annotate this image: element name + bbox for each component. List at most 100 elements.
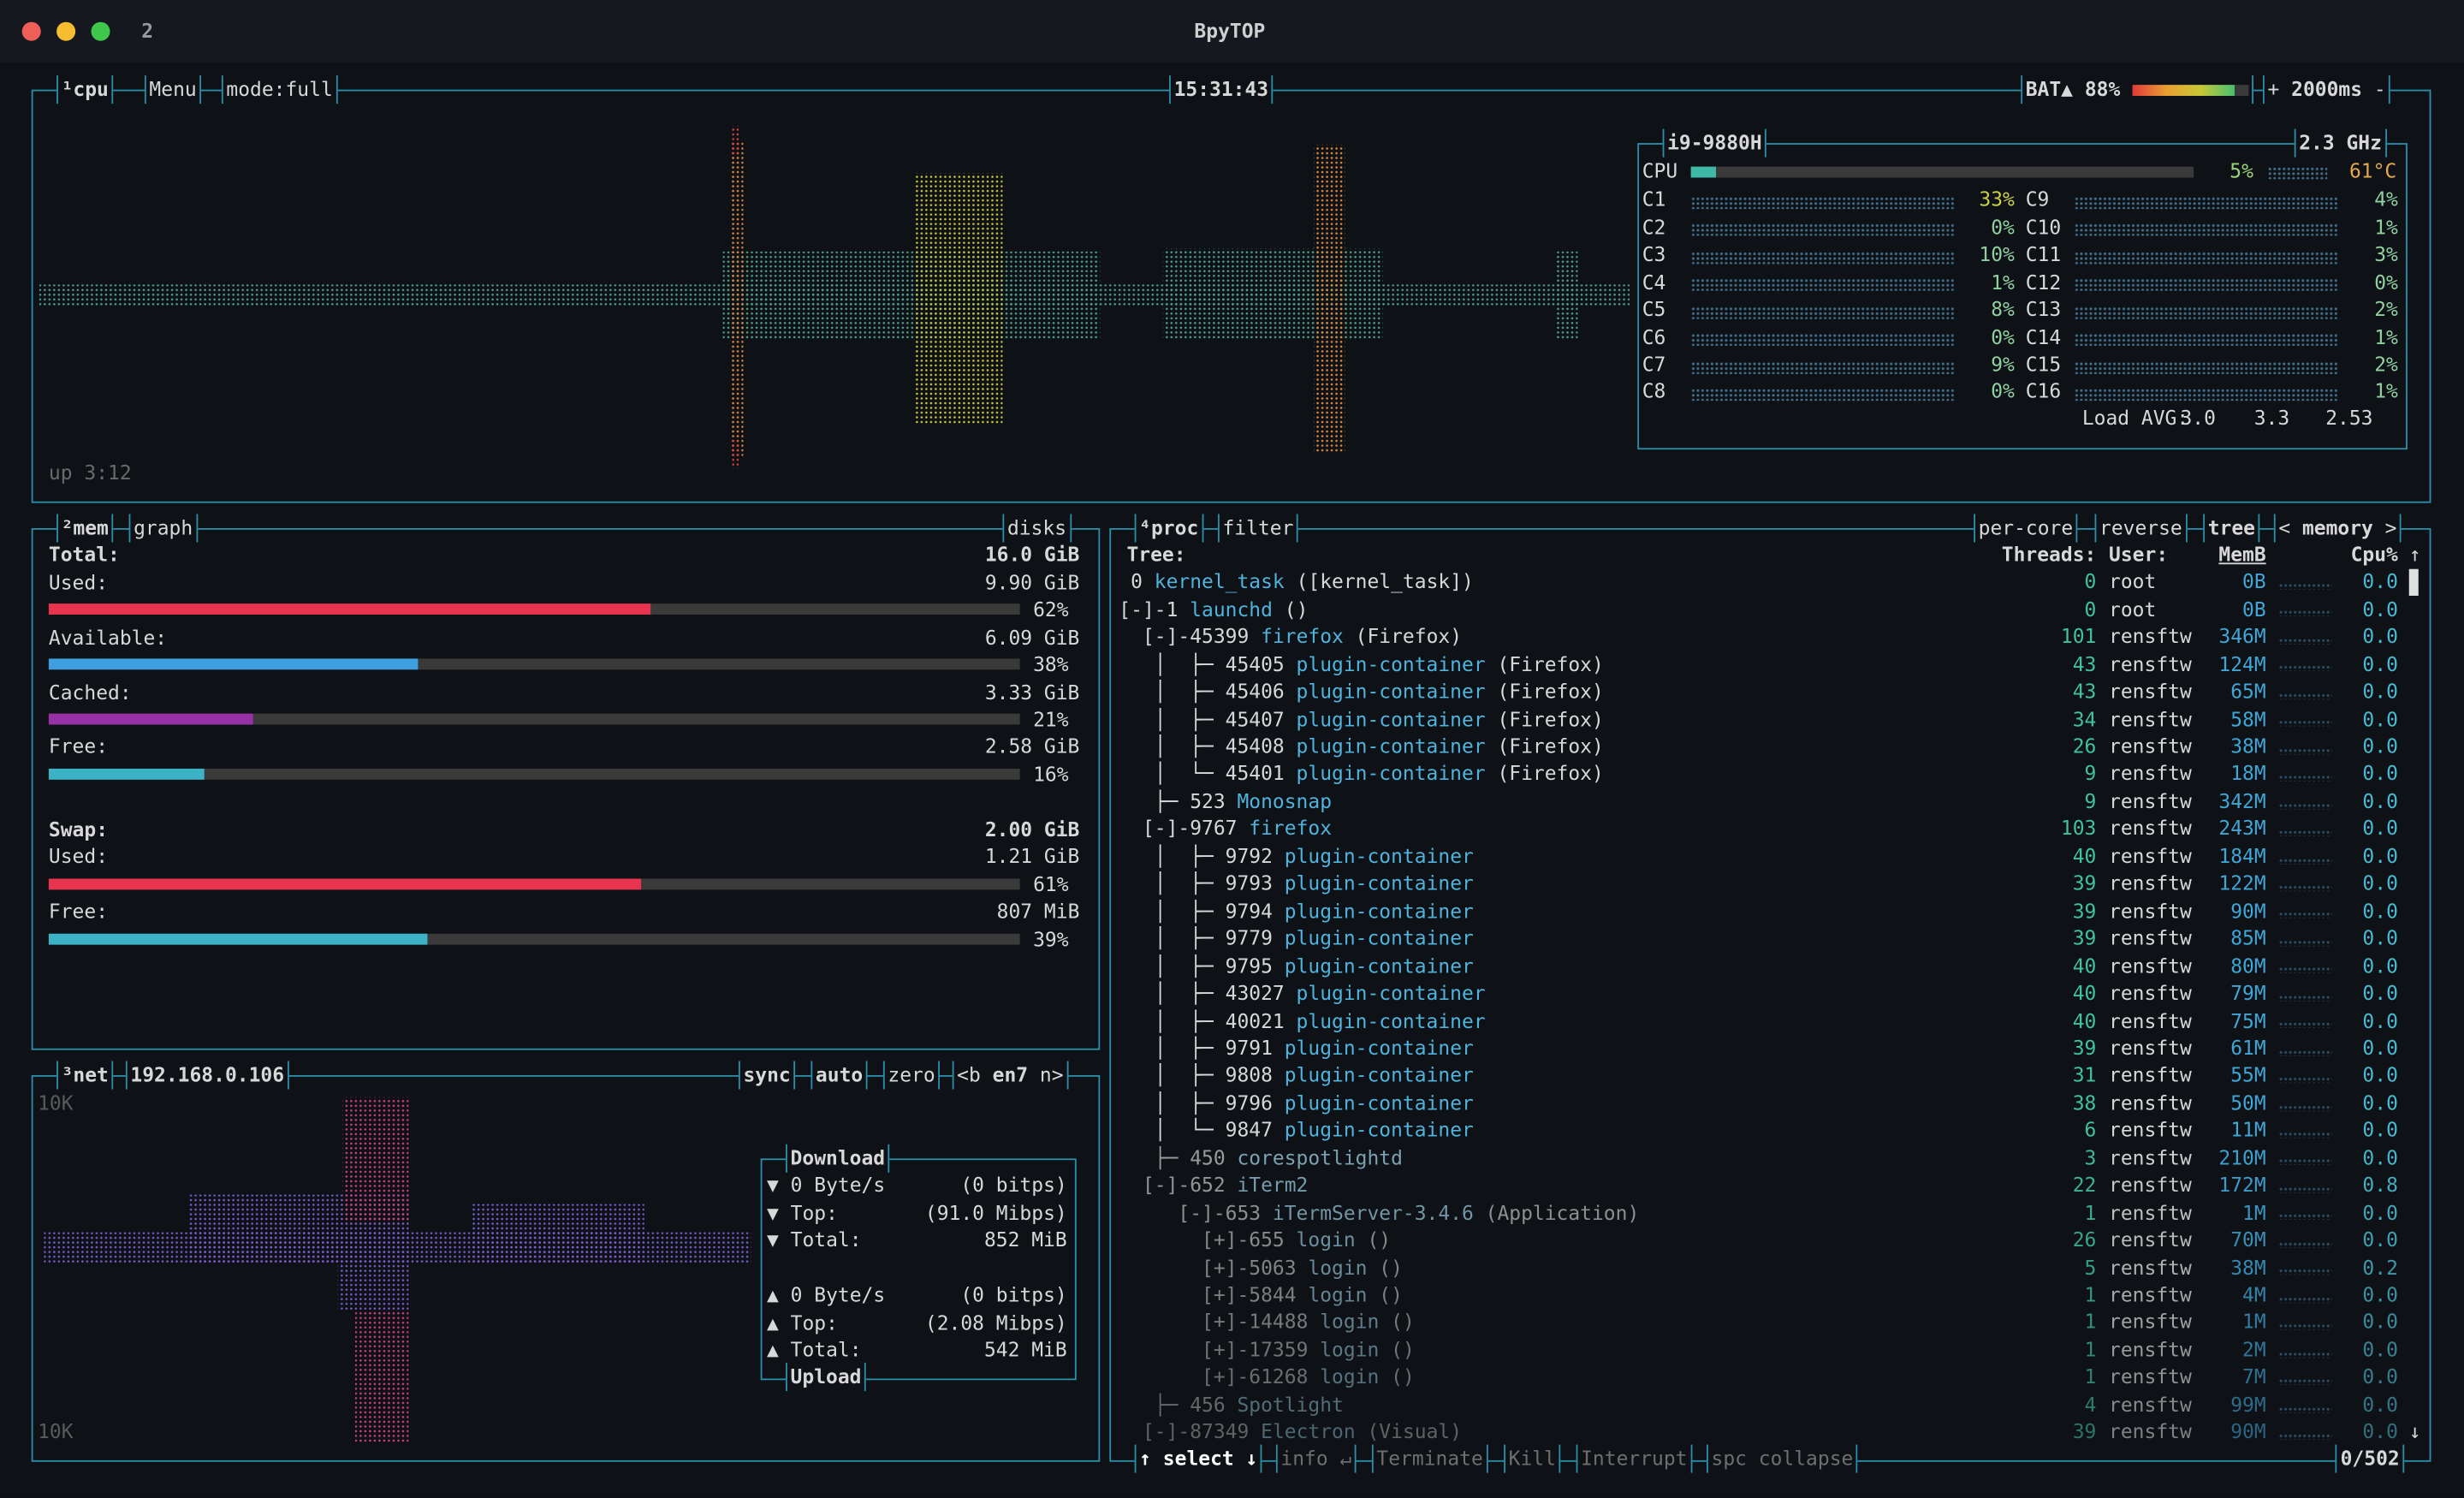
core-percent: 0%: [1991, 379, 2015, 403]
process-graph: [2278, 610, 2332, 617]
text: 2.3 GHz: [2299, 130, 2382, 155]
zoom-button[interactable]: [91, 21, 110, 41]
minimize-button[interactable]: [56, 21, 76, 41]
load-value: 2.53: [2325, 406, 2373, 430]
meter: [48, 878, 1020, 890]
text: Menu: [149, 77, 197, 102]
process-tree: │ └─ 9847: [1119, 1118, 1273, 1142]
core-label: C13: [2025, 297, 2062, 321]
process-user: rensftw: [2109, 1419, 2192, 1444]
close-button[interactable]: [21, 21, 41, 41]
process-cpu: 0.0: [2362, 1282, 2398, 1306]
text: per-core: [1978, 515, 2074, 540]
process-mem: 18M: [2230, 761, 2266, 786]
process-mem: 61M: [2230, 1036, 2266, 1060]
cpu-core-box: [1637, 143, 2408, 450]
process-row: [+]-14488 login (): [1119, 1309, 1415, 1336]
mem-value: 3.33 GiB: [984, 680, 1080, 704]
text: tree: [2207, 515, 2256, 540]
process-args: (): [1391, 1310, 1415, 1334]
core-label: C14: [2025, 324, 2062, 348]
process-graph: [2278, 1269, 2332, 1275]
process-args: ([kernel_task]): [1296, 569, 1474, 593]
core-percent: 1%: [2374, 379, 2398, 403]
core-percent: 3%: [2374, 242, 2398, 266]
meter-fill: [48, 603, 651, 615]
process-mem: 0B: [2242, 569, 2266, 593]
column-header: User:: [2109, 543, 2169, 567]
process-tree: ├─ 456: [1119, 1392, 1226, 1417]
process-mem: 124M: [2218, 651, 2266, 675]
footer-action: spc collapse: [1707, 1445, 1858, 1473]
process-threads: 39: [2072, 925, 2097, 950]
meter-fill: [48, 878, 642, 890]
process-user: rensftw: [2109, 1337, 2192, 1362]
process-row: [-]-87349 Electron (Visual): [1119, 1418, 1462, 1446]
process-tree: [+]-14488: [1119, 1310, 1309, 1334]
process-args: (Firefox): [1497, 734, 1604, 758]
process-tree: 0: [1119, 569, 1143, 593]
process-row: ├─ 523 Monosnap: [1119, 788, 1332, 815]
process-row: 0 kernel_task ([kernel_task]): [1119, 568, 1474, 595]
meter-fill: [48, 769, 205, 780]
process-mem: 70M: [2230, 1228, 2266, 1251]
mem-box: [31, 527, 1101, 1050]
core-percent: 1%: [2374, 324, 2398, 348]
process-args: (): [1391, 1337, 1415, 1362]
process-threads: 39: [2072, 871, 2097, 895]
process-tree: │ ├─ 45408: [1119, 734, 1285, 758]
process-cpu: 0.0: [2362, 1419, 2398, 1444]
process-args: (Firefox): [1497, 761, 1604, 786]
footer-action: info ↵: [1275, 1445, 1357, 1473]
net-stat-label: ▼ Top:: [767, 1200, 838, 1225]
meter: [48, 603, 1020, 615]
process-name: login: [1320, 1310, 1380, 1334]
net-stat-label: ▲ Total:: [767, 1338, 862, 1362]
process-name: firefox: [1261, 624, 1344, 648]
border-label: zero: [882, 1061, 941, 1090]
process-threads: 5: [2084, 1255, 2097, 1279]
process-row: │ ├─ 45408 plugin-container (Firefox): [1119, 733, 1604, 760]
core-label: C11: [2025, 242, 2062, 266]
process-user: rensftw: [2109, 761, 2192, 786]
mem-label: Available:: [48, 625, 168, 649]
process-user: rensftw: [2109, 1200, 2192, 1224]
cpu-total-percent: 5%: [2229, 159, 2253, 183]
cpu-temp: 61°C: [2348, 159, 2397, 183]
mem-percent: 16%: [1033, 762, 1069, 786]
core-graph: [2074, 360, 2339, 374]
process-name: login: [1308, 1282, 1368, 1306]
cpu-total-label: CPU: [1642, 159, 1678, 183]
process-threads: 40: [2072, 980, 2097, 1005]
text: disks: [1006, 515, 1067, 540]
process-cpu: 0.0: [2362, 651, 2398, 675]
process-user: rensftw: [2109, 734, 2192, 758]
process-row: │ ├─ 45406 plugin-container (Firefox): [1119, 678, 1604, 705]
process-mem: 4M: [2242, 1282, 2266, 1306]
process-cpu: 0.0: [2362, 679, 2398, 703]
meter: [48, 933, 1020, 945]
process-name: plugin-container: [1284, 1036, 1474, 1060]
core-percent: 2%: [2374, 297, 2398, 321]
process-user: root: [2109, 569, 2157, 593]
process-cpu: 0.0: [2362, 1310, 2398, 1334]
process-args: (Firefox): [1497, 651, 1604, 675]
process-name: Electron: [1261, 1419, 1356, 1444]
process-threads: 0: [2084, 569, 2097, 593]
process-user: rensftw: [2109, 898, 2192, 923]
process-user: rensftw: [2109, 1036, 2192, 1060]
process-mem: 75M: [2230, 1008, 2266, 1032]
border-label: 192.168.0.106: [125, 1061, 289, 1090]
mem-label: Used:: [48, 844, 109, 869]
core-graph: [1690, 333, 1956, 347]
border-label: filter: [1217, 514, 1298, 543]
process-name: Spotlight: [1237, 1392, 1344, 1417]
battery-fill: [2132, 85, 2235, 97]
process-row: │ ├─ 9791 plugin-container: [1119, 1034, 1474, 1061]
process-graph: [2278, 1077, 2332, 1084]
clock: 15:31:43: [1169, 75, 1274, 104]
process-threads: 34: [2072, 706, 2097, 731]
process-cpu: 0.0: [2362, 1008, 2398, 1032]
process-threads: 43: [2072, 651, 2097, 675]
border-label: auto: [810, 1061, 868, 1090]
